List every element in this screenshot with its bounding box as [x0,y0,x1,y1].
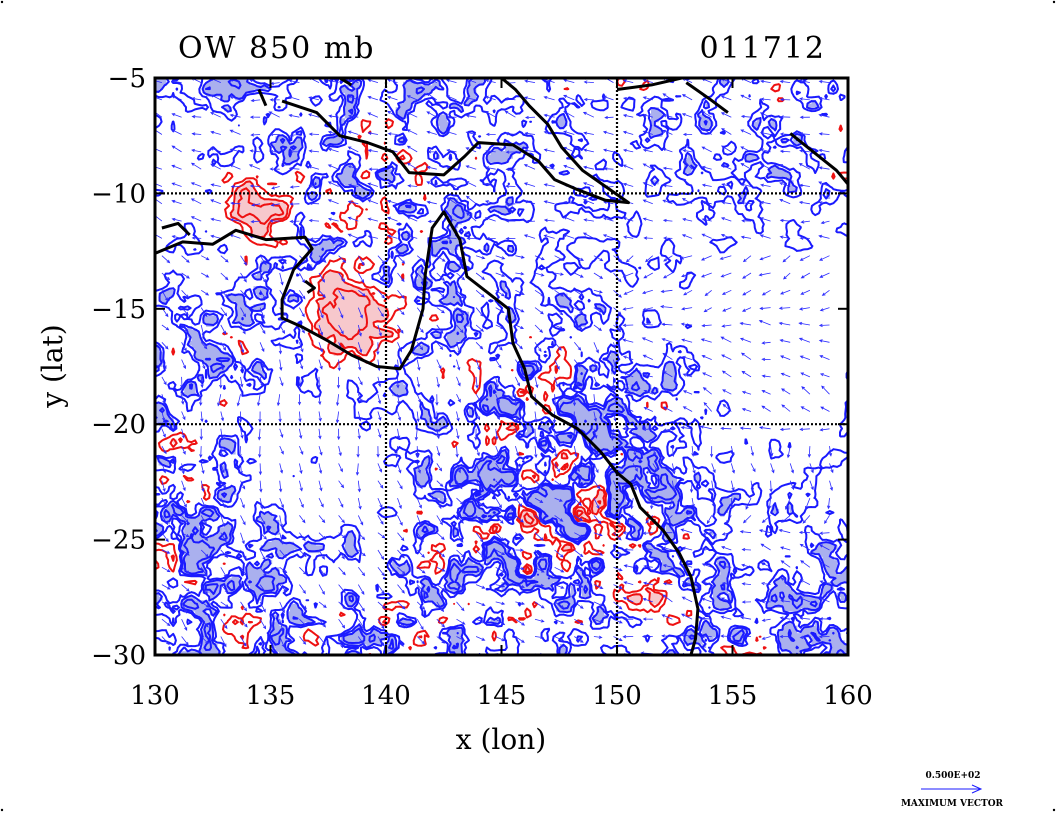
x-tick-label: 155 [708,681,758,711]
plot-area [153,76,850,657]
negative-ow-contour [155,78,848,655]
coastline [155,78,848,655]
coastline-segment [155,210,700,655]
x-tick-label: 140 [361,681,411,711]
x-tick-label: 135 [246,681,296,711]
x-axis-label: x (lon) [456,723,546,756]
coastline-segment [789,132,848,186]
coastline-segment [616,78,683,91]
coastline-segment [304,279,316,294]
vector-key-caption: MAXIMUM VECTOR [901,799,1004,809]
y-tick-label: −30 [91,641,146,671]
vector-key: 0.500E+02 MAXIMUM VECTOR [901,771,1004,809]
y-axis-label: y (lat) [36,324,69,408]
x-tick-label: 145 [477,681,527,711]
y-tick-label: −25 [91,526,146,556]
vector-key-arrowhead [971,784,983,794]
coastline-segment [161,221,191,236]
corner-mark [0,808,4,812]
coastline-segment [281,78,630,205]
plot-title: OW 850 mb [178,31,375,66]
corner-mark [1052,0,1056,4]
x-tick-label: 130 [130,681,180,711]
y-tick-label: −15 [91,295,146,325]
x-tick-label: 150 [592,681,642,711]
vector-key-value: 0.500E+02 [925,771,980,781]
x-axis: 130 135 140 145 150 155 160 [130,78,873,711]
y-axis: −5 −10 −15 −20 −25 −30 [91,64,848,671]
plot-date-label: 011712 [699,31,826,66]
coastline-segment [685,81,729,114]
corner-mark [0,0,4,4]
y-tick-label: −10 [91,179,146,209]
y-tick-label: −5 [108,64,146,94]
corner-mark [1052,808,1056,812]
y-tick-label: −20 [91,410,146,440]
negative-ow-fill [155,78,848,655]
x-tick-label: 160 [823,681,873,711]
negative-ow-contour [155,78,848,655]
coastline-segment [257,88,268,107]
